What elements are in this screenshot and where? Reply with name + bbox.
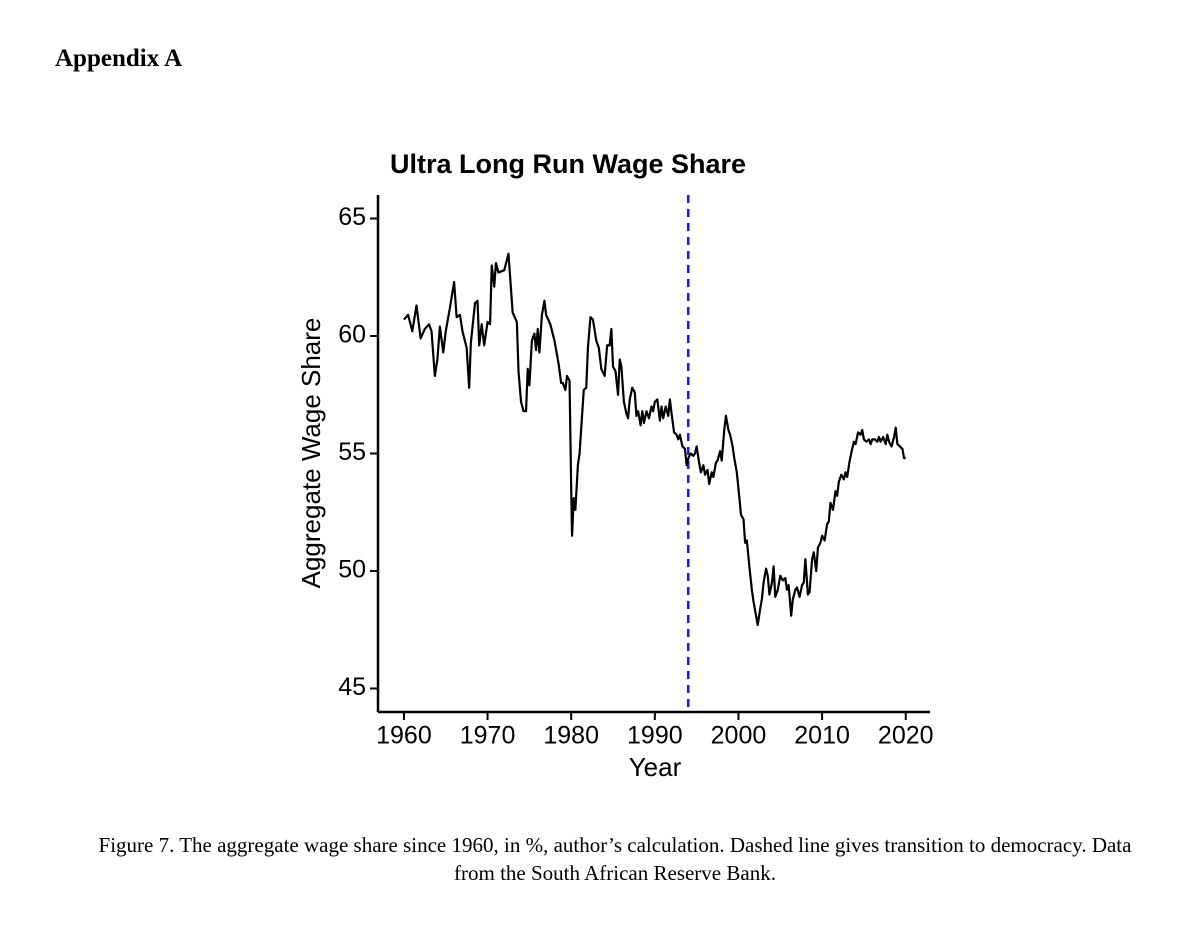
- chart: Ultra Long Run Wage Share Year Aggregate…: [296, 149, 934, 782]
- x-tick-label: 1990: [627, 722, 683, 750]
- y-tick-label: 50: [338, 556, 366, 584]
- y-tick-label: 65: [338, 203, 366, 231]
- chart-title: Ultra Long Run Wage Share: [390, 149, 746, 179]
- y-axis-label: Aggregate Wage Share: [296, 318, 326, 589]
- y-tick-label: 60: [338, 321, 366, 349]
- y-tick-label: 55: [338, 438, 366, 466]
- x-tick-label: 1970: [460, 722, 516, 750]
- heading: Appendix A: [55, 45, 183, 72]
- x-axis-label: Year: [629, 752, 682, 782]
- caption: Figure 7. The aggregate wage share since…: [98, 833, 1132, 885]
- y-tick-label: 45: [338, 673, 366, 701]
- x-tick-label: 2020: [878, 722, 934, 750]
- data-line: [403, 252, 906, 627]
- x-tick-label: 1980: [543, 722, 599, 750]
- x-tick-label: 1960: [376, 722, 432, 750]
- x-tick-label: 2010: [794, 722, 850, 750]
- x-tick-label: 2000: [711, 722, 767, 750]
